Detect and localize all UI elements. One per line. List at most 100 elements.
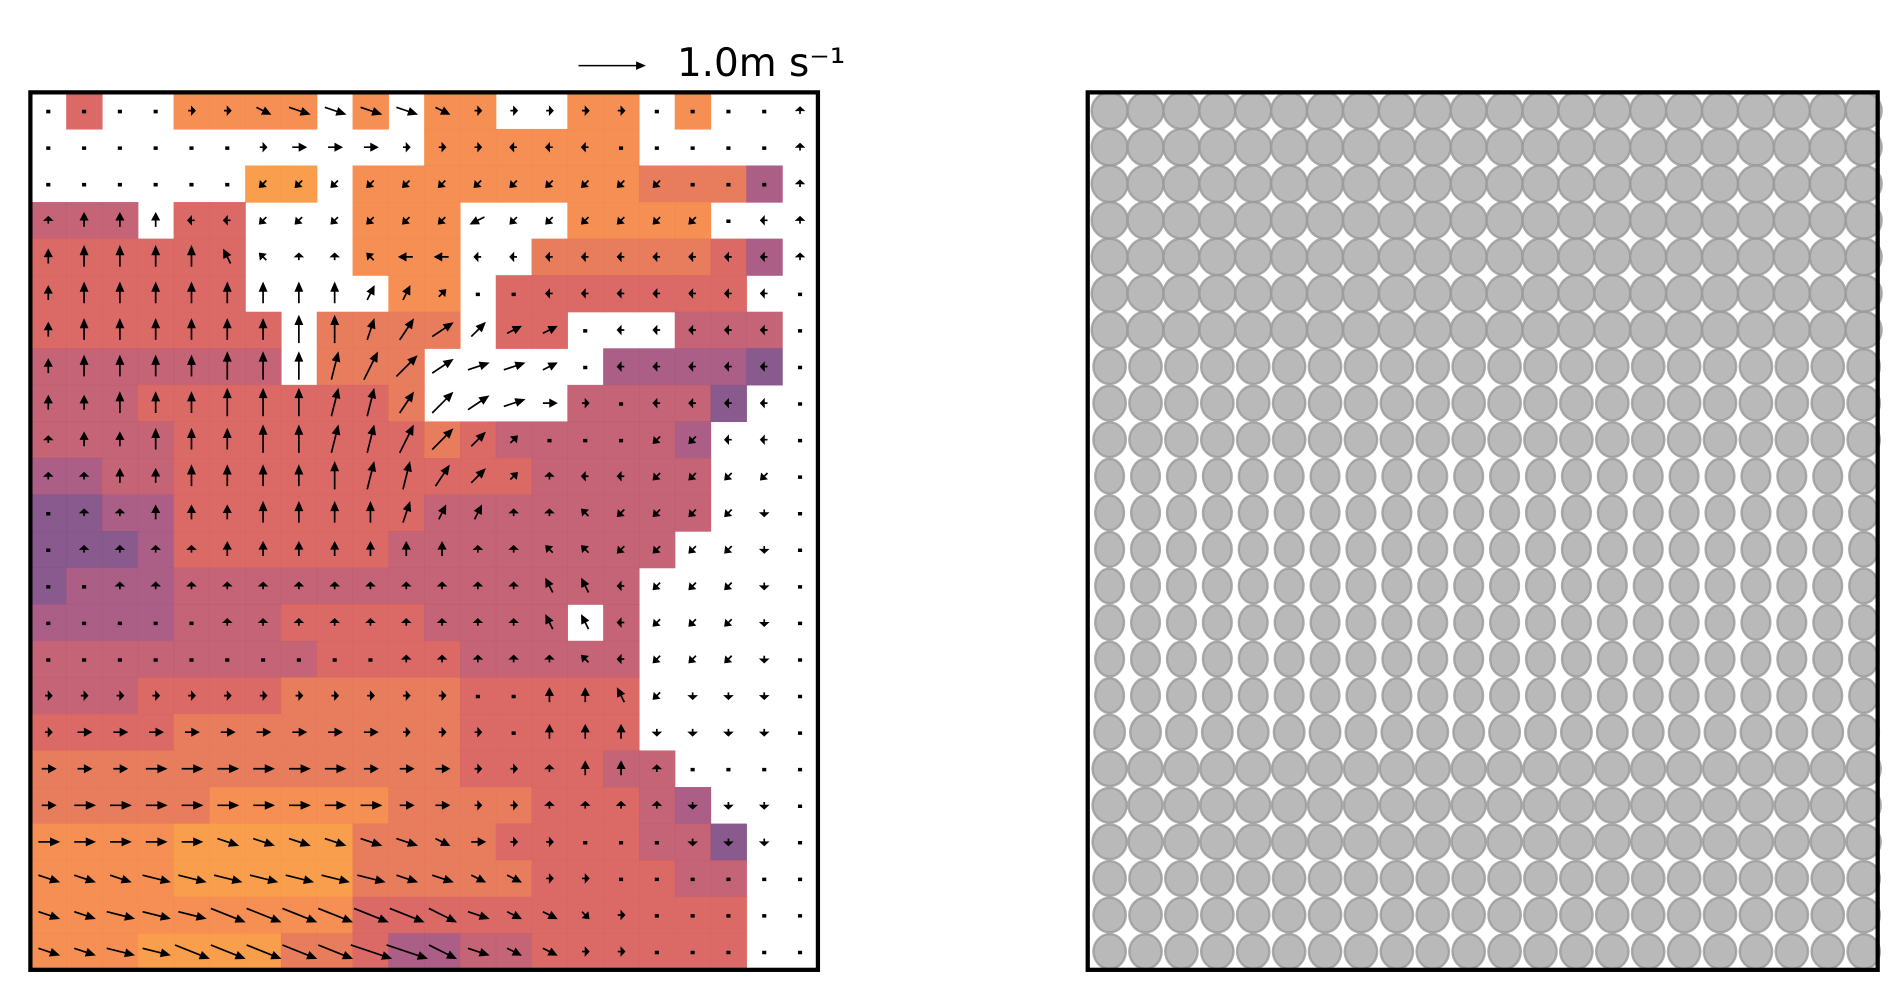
wind-arrow — [296, 658, 301, 662]
wind-arrow — [654, 109, 659, 114]
wind-arrow — [581, 397, 590, 409]
wind-arrow — [398, 391, 415, 414]
wind-arrow — [544, 141, 553, 153]
ellipse — [1305, 310, 1345, 350]
ellipse — [1812, 640, 1844, 678]
ellipse — [1521, 127, 1560, 167]
ellipse — [1845, 823, 1882, 861]
ellipse — [1772, 310, 1812, 350]
wind-arrow — [726, 146, 731, 150]
ellipse — [1198, 237, 1237, 277]
ellipse — [1164, 347, 1199, 386]
ellipse — [1560, 640, 1592, 678]
wind-arrow — [470, 874, 487, 883]
wind-arrow — [581, 614, 590, 630]
ellipse — [1162, 310, 1201, 350]
ellipse — [1702, 347, 1738, 386]
wind-arrow — [151, 391, 161, 413]
wind-arrow — [436, 581, 448, 590]
ellipse — [1738, 932, 1774, 971]
ellipse — [1092, 859, 1127, 898]
wind-arrow — [222, 281, 232, 304]
wind-arrow — [581, 911, 590, 920]
wind-arrow — [259, 690, 268, 701]
wind-arrow — [654, 950, 659, 955]
ellipse — [1417, 530, 1449, 568]
wind-arrow — [723, 397, 732, 409]
ellipse — [1774, 896, 1810, 934]
ellipse — [1704, 677, 1736, 715]
ellipse — [1090, 127, 1129, 167]
ellipse — [1485, 273, 1524, 313]
wind-arrow — [186, 544, 197, 553]
wind-arrow — [652, 179, 661, 189]
ellipse — [1165, 457, 1197, 495]
wind-arrow — [116, 690, 125, 701]
wind-arrow — [293, 252, 305, 261]
wind-arrow — [762, 182, 767, 187]
wind-arrow — [474, 763, 483, 775]
wind-arrow — [688, 251, 696, 263]
wind-arrow — [616, 687, 626, 703]
ellipse — [1489, 567, 1521, 605]
ellipse — [1126, 91, 1165, 131]
ellipse — [1739, 713, 1773, 751]
wind-arrow — [80, 690, 89, 701]
wind-arrow — [688, 324, 696, 336]
ellipse — [1524, 457, 1557, 495]
wind-arrow — [431, 428, 454, 451]
ellipse — [1128, 347, 1163, 386]
ellipse — [1271, 421, 1307, 459]
ellipse — [1594, 347, 1630, 386]
ellipse — [1700, 310, 1740, 350]
wind-arrow — [797, 548, 803, 553]
ellipse — [1271, 932, 1307, 971]
ellipse — [1487, 932, 1522, 971]
ellipse — [1127, 750, 1164, 788]
wind-arrow — [256, 727, 272, 737]
ellipse — [1845, 750, 1882, 788]
wind-arrow — [222, 464, 232, 487]
wind-arrow — [431, 874, 454, 884]
ellipse — [1164, 896, 1199, 934]
ellipse — [1379, 384, 1415, 422]
ellipse — [1377, 127, 1417, 167]
wind-arrow — [542, 398, 558, 408]
ellipse — [1343, 421, 1379, 459]
ellipse — [1091, 786, 1128, 824]
wind-arrow — [258, 318, 268, 340]
wind-arrow — [797, 475, 803, 479]
ellipse — [1629, 750, 1667, 788]
wind-arrow — [79, 281, 89, 304]
wind-arrow — [46, 658, 51, 662]
ellipse — [1524, 494, 1557, 532]
ellipse — [1810, 421, 1846, 459]
wind-arrow — [797, 365, 803, 370]
ellipse — [1341, 237, 1381, 277]
wind-arrow — [324, 764, 347, 774]
ellipse — [1201, 530, 1233, 568]
ellipse — [1630, 896, 1666, 934]
wind-arrow — [294, 500, 304, 523]
ellipse — [1847, 713, 1881, 751]
ellipse — [1740, 457, 1772, 495]
ellipse — [1449, 200, 1488, 240]
ellipse — [1307, 896, 1343, 934]
ellipse — [1593, 91, 1632, 131]
wind-arrow — [435, 106, 451, 115]
ellipse — [1524, 677, 1557, 715]
ellipse — [1127, 823, 1164, 861]
wind-arrow — [616, 361, 625, 372]
wind-arrow — [330, 314, 340, 344]
ellipse — [1449, 127, 1488, 167]
wind-arrow — [82, 585, 87, 589]
wind-arrow — [654, 914, 659, 918]
wind-arrow — [617, 946, 626, 957]
ellipse — [1558, 750, 1595, 788]
ellipse — [1309, 677, 1341, 715]
wind-arrow — [688, 508, 697, 518]
ellipse — [1199, 823, 1236, 861]
ellipse — [1485, 310, 1524, 350]
wind-arrow — [724, 618, 733, 627]
